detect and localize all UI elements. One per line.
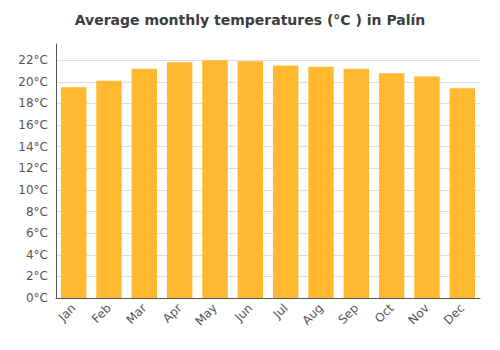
svg-text:10°C: 10°C [18,183,48,197]
svg-text:Feb: Feb [89,301,114,326]
svg-text:May: May [193,301,220,328]
svg-text:Apr: Apr [160,301,185,326]
svg-text:Jan: Jan [55,301,79,325]
svg-text:4°C: 4°C [26,248,48,262]
svg-text:Jul: Jul [270,301,291,322]
svg-text:14°C: 14°C [18,140,48,154]
svg-text:12°C: 12°C [18,161,48,175]
svg-text:Jun: Jun [231,301,255,325]
svg-text:2°C: 2°C [26,269,48,283]
svg-text:20°C: 20°C [18,75,48,89]
svg-text:Dec: Dec [441,301,467,327]
svg-text:Oct: Oct [372,301,397,326]
svg-text:8°C: 8°C [26,205,48,219]
svg-text:Sep: Sep [335,301,361,327]
svg-text:Mar: Mar [123,301,149,327]
svg-text:22°C: 22°C [18,53,48,67]
svg-text:Nov: Nov [406,301,432,327]
svg-text:0°C: 0°C [26,291,48,305]
svg-text:Average monthly temperatures (: Average monthly temperatures (°C ) in Pa… [75,12,426,28]
svg-text:6°C: 6°C [26,226,48,240]
svg-text:18°C: 18°C [18,96,48,110]
svg-text:Aug: Aug [299,301,325,327]
svg-text:16°C: 16°C [18,118,48,132]
